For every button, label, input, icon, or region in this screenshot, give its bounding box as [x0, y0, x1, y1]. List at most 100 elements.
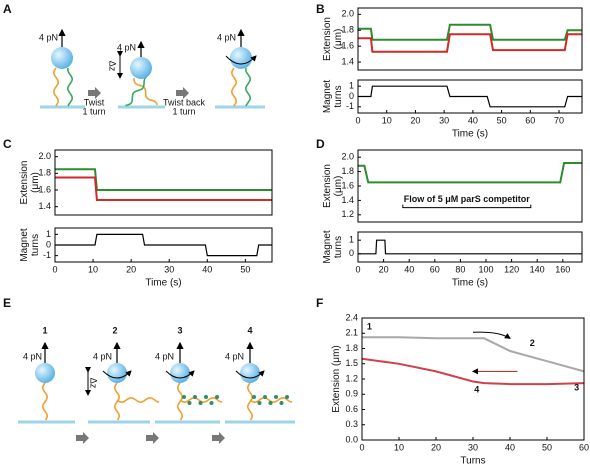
y-tick-label: 1.8 [341, 25, 354, 35]
x-tick-label: 160 [555, 264, 570, 274]
x-axis-label: Time (s) [452, 278, 488, 289]
y-tick-label: 1.8 [345, 343, 358, 353]
point-label: 4 [474, 385, 479, 395]
y-axis-label-line: Magnet [19, 228, 30, 262]
series-line [358, 23, 582, 41]
y-axis-label-line: (μm) [333, 176, 344, 197]
bead [130, 57, 152, 79]
x-tick-label: 20 [410, 115, 420, 125]
panel-label: D [316, 137, 325, 151]
y-axis-label-line: (μm) [333, 29, 344, 50]
series-line [358, 85, 582, 108]
y-axis-label-line: Magnet [322, 80, 333, 114]
point-label: 3 [574, 383, 579, 393]
y-axis-label-line: Extension [19, 161, 30, 205]
y-tick-label: 1.2 [341, 209, 354, 219]
rotation-arrow [235, 370, 265, 379]
y-tick-label: 1 [46, 229, 51, 239]
y-axis-label: Extension (μm) [331, 345, 342, 412]
dna-strand [52, 67, 60, 107]
step-arrow [212, 432, 225, 444]
annotation-bracket [402, 204, 532, 209]
rotation-arrow [102, 370, 132, 379]
panel-label: B [316, 2, 325, 16]
protein [263, 395, 267, 399]
x-tick-label: 20 [431, 442, 441, 452]
step-label: 1 turn [82, 106, 105, 116]
panel-label: E [3, 296, 11, 310]
y-axis-label: Extension(μm) [322, 164, 344, 208]
protein [268, 401, 273, 405]
x-tick-label: 140 [530, 264, 545, 274]
stage-label: 2 [112, 325, 117, 335]
y-axis-label-line: (μm) [30, 172, 41, 193]
force-label: 4 pN [93, 351, 112, 361]
y-tick-label: 1.8 [341, 166, 354, 176]
y-tick-label: 0 [349, 91, 354, 101]
dna-strand [244, 67, 252, 107]
step-label: 1 turn [172, 106, 195, 116]
delta-z: Δz [108, 61, 118, 72]
y-tick-label: -1 [43, 250, 51, 260]
force-label: 4 pN [23, 351, 42, 361]
y-tick-label: 2.1 [345, 328, 358, 338]
step-arrow [146, 432, 159, 444]
plot-frame [357, 231, 583, 263]
step-label: Twist [84, 97, 105, 107]
series-line [358, 162, 582, 184]
protein [279, 401, 284, 405]
x-axis-label: Time (s) [145, 278, 181, 289]
y-tick-label: 1.4 [38, 201, 51, 211]
stage-label: 4 [247, 325, 252, 335]
y-axis-label: Extension(μm) [322, 17, 344, 61]
dna-strand [66, 67, 74, 107]
x-axis-label: Time (s) [452, 129, 488, 140]
annotation-text: Flow of 5 μM parS competitor [404, 194, 531, 204]
x-tick-label: 30 [439, 115, 449, 125]
protein [204, 395, 208, 399]
y-axis-label-line: turns [30, 234, 41, 256]
y-tick-label: 1.4 [341, 56, 354, 66]
bead [230, 47, 252, 69]
y-tick-label: 2.0 [38, 151, 51, 161]
dna-strand [125, 76, 147, 107]
step-arrow [88, 87, 101, 99]
bead [107, 363, 127, 383]
bead [51, 47, 73, 69]
delta-z: Δz [89, 378, 99, 389]
protein [252, 395, 256, 399]
y-tick-label: 1.6 [38, 184, 51, 194]
y-axis-label-line: Extension (μm) [331, 345, 342, 412]
protein [285, 395, 289, 399]
y-tick-label: 0 [349, 248, 354, 258]
step-label: Twist back [163, 97, 206, 107]
x-tick-label: 100 [478, 264, 493, 274]
dna-strand [246, 382, 254, 421]
x-tick-label: 40 [404, 264, 414, 274]
series-line [55, 168, 272, 191]
series-line [362, 336, 585, 373]
plot-frame [357, 149, 583, 223]
y-tick-label: 2.4 [345, 312, 358, 322]
x-tick-label: 50 [240, 264, 250, 274]
dna-strand [230, 67, 238, 107]
force-label: 4 pN [225, 351, 244, 361]
panel-label: C [3, 137, 12, 151]
protein [209, 401, 214, 405]
x-tick-label: 40 [468, 115, 478, 125]
y-tick-label: 2.0 [341, 9, 354, 19]
protein [187, 401, 192, 405]
point-label: 2 [530, 338, 535, 348]
y-tick-label: 0 [46, 239, 51, 249]
bead [170, 363, 190, 383]
plot-frame [357, 7, 583, 71]
series-line [358, 239, 582, 255]
x-tick-label: 0 [355, 264, 360, 274]
panel-label: F [316, 296, 323, 310]
y-tick-label: 0.6 [345, 404, 358, 414]
dna-strand [116, 396, 160, 404]
y-axis-label-line: turns [333, 236, 344, 258]
x-tick-label: 30 [468, 442, 478, 452]
x-tick-label: 0 [359, 442, 364, 452]
